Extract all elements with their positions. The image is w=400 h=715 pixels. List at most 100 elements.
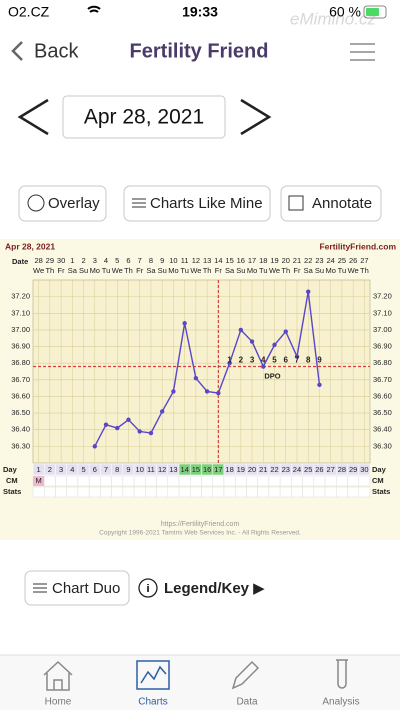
date-label: 8 — [149, 256, 153, 265]
cm-row-label: CM — [6, 476, 18, 485]
nav-title: Fertility Friend — [130, 40, 269, 62]
weekday-label: Fr — [58, 266, 66, 275]
weekday-label: Fr — [215, 266, 223, 275]
stats-cell — [291, 486, 303, 498]
cycle-day: 16 — [203, 465, 211, 474]
date-label: 13 — [203, 256, 211, 265]
cycle-day: 30 — [360, 465, 368, 474]
date-label: 16 — [237, 256, 245, 265]
home-icon[interactable] — [43, 660, 73, 691]
dpo-label: 5 — [272, 356, 277, 365]
dpo-label: 4 — [261, 356, 266, 365]
cycle-day: 21 — [259, 465, 267, 474]
stats-cell — [122, 486, 135, 498]
date-label: 18 — [259, 256, 267, 265]
cm-cell — [55, 475, 67, 487]
temperature-point — [227, 360, 232, 366]
weekday-label: Th — [203, 266, 212, 275]
cm-cell — [100, 475, 112, 487]
cm-cell — [66, 475, 79, 487]
annotate-label: Annotate — [312, 195, 372, 212]
cm-cell — [324, 475, 337, 487]
temperature-point — [137, 429, 142, 434]
battery-fill — [366, 8, 379, 16]
date-label: 14 — [214, 256, 222, 265]
y-tick-label-right: 36.30 — [373, 441, 392, 450]
date-label: 19 — [270, 256, 278, 265]
stats-cell — [313, 486, 326, 498]
date-label: 26 — [349, 256, 357, 265]
stats-cell — [145, 486, 157, 498]
menu-icon[interactable] — [350, 43, 375, 61]
sliders-icon — [132, 198, 146, 208]
weekday-label: We — [269, 266, 280, 275]
watermark: eMimino.cz — [290, 9, 376, 28]
tab-label[interactable]: Home — [45, 697, 72, 708]
cycle-day: 29 — [349, 465, 357, 474]
data-icon[interactable] — [231, 660, 260, 690]
legend-key-link[interactable]: Legend/Key ▶ — [164, 580, 265, 597]
temperature-point — [103, 422, 109, 427]
cm-cell — [336, 475, 348, 487]
cm-cell — [279, 475, 292, 487]
annotate-button[interactable] — [280, 185, 382, 222]
temperature-point — [317, 382, 322, 388]
stats-cell — [167, 486, 180, 498]
date-label: 1 — [70, 256, 74, 265]
cycle-day: 12 — [158, 465, 166, 474]
next-arrow[interactable] — [240, 98, 272, 136]
weekday-label: We — [190, 266, 201, 275]
weekday-label: We — [348, 266, 359, 275]
overlay-button[interactable] — [18, 185, 107, 222]
day-cell — [358, 463, 371, 476]
y-tick-label-right: 36.90 — [373, 342, 392, 351]
back-chevron[interactable] — [11, 41, 23, 61]
date-box[interactable] — [62, 95, 226, 139]
tab-label[interactable]: Data — [236, 697, 258, 708]
cm-cell — [313, 475, 326, 487]
stats-cell — [32, 486, 45, 498]
info-icon[interactable] — [138, 578, 158, 598]
y-tick-label: 37.00 — [11, 325, 30, 334]
chart-duo-button[interactable] — [24, 570, 130, 606]
prev-arrow[interactable] — [17, 98, 49, 136]
dpo-label: 6 — [284, 356, 289, 365]
temperature-point — [272, 342, 277, 348]
date-label: 7 — [138, 256, 142, 265]
overlay-label: Overlay — [48, 195, 100, 212]
y-tick-label-right: 37.20 — [373, 292, 392, 301]
weekday-label: Tu — [259, 266, 267, 275]
chart-date: Apr 28, 2021 — [5, 241, 55, 251]
weekday-label: We — [112, 266, 123, 275]
date-label: 28 — [34, 256, 42, 265]
date-row-label: Date — [12, 257, 28, 266]
bbt-chart: 28We1M29Th230Fr31Sa42Su53Mo64Tu75We86Th9… — [11, 256, 392, 498]
tab-label[interactable]: Analysis — [322, 697, 359, 708]
weekday-label: Su — [236, 266, 245, 275]
analysis-icon[interactable] — [336, 659, 348, 689]
overlay-icon — [27, 194, 45, 212]
cycle-day: 22 — [270, 465, 278, 474]
weekday-label: Mo — [168, 266, 178, 275]
cycle-day: 8 — [115, 465, 119, 474]
cycle-day: 2 — [48, 465, 52, 474]
cycle-day: 19 — [237, 465, 245, 474]
chart-site: FertilityFriend.com — [319, 241, 396, 251]
stats-cell — [201, 486, 213, 498]
temperature-point — [306, 289, 311, 294]
tab-label[interactable]: Charts — [138, 697, 167, 708]
cm-cell — [133, 475, 146, 487]
stats-cell — [223, 486, 236, 498]
cycle-day: 23 — [282, 465, 290, 474]
dpo-label: 1 — [227, 356, 232, 365]
date-label: 11 — [181, 256, 189, 265]
temperature-point — [115, 425, 120, 431]
charts-icon[interactable] — [136, 660, 170, 690]
back-button[interactable]: Back — [34, 40, 79, 62]
charts-like-mine-button[interactable] — [123, 185, 271, 222]
temperature-point — [171, 389, 176, 394]
weekday-label: Su — [79, 266, 88, 275]
cm-row-label-right: CM — [372, 476, 384, 485]
weekday-label: Th — [360, 266, 369, 275]
day-row-label: Day — [3, 465, 18, 474]
